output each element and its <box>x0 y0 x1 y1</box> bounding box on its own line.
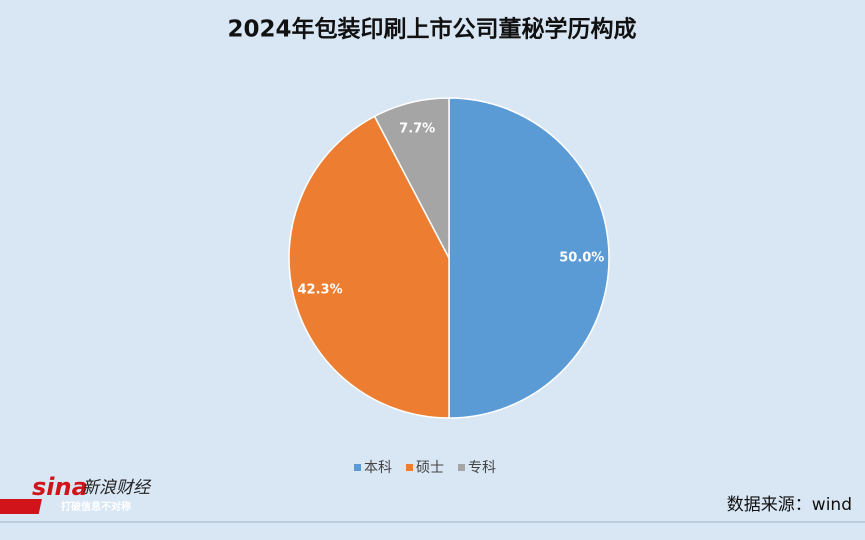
data-label: 42.3% <box>298 282 343 297</box>
legend-swatch <box>458 464 465 471</box>
chart-title: 2024年包装印刷上市公司董秘学历构成 <box>227 16 636 43</box>
logo-name: 新浪财经 <box>82 478 152 498</box>
logo-slogan: 打破信息不对称 <box>61 500 131 513</box>
logo: sina 新浪财经 打破信息不对称 <box>0 473 152 514</box>
legend-label: 本科 <box>364 460 392 476</box>
pie-slice <box>448 97 610 419</box>
data-label: 50.0% <box>559 251 604 266</box>
legend-label: 专科 <box>468 460 496 476</box>
logo-band <box>0 499 42 514</box>
source: 数据来源：wind <box>727 495 852 515</box>
pie-slice <box>288 115 450 419</box>
legend-swatch <box>354 464 361 471</box>
legend-label: 硕士 <box>416 460 444 476</box>
logo-brand: sina <box>32 473 88 501</box>
pie-slice <box>373 97 450 259</box>
data-label: 7.7% <box>399 122 435 137</box>
legend-swatch <box>406 464 413 471</box>
